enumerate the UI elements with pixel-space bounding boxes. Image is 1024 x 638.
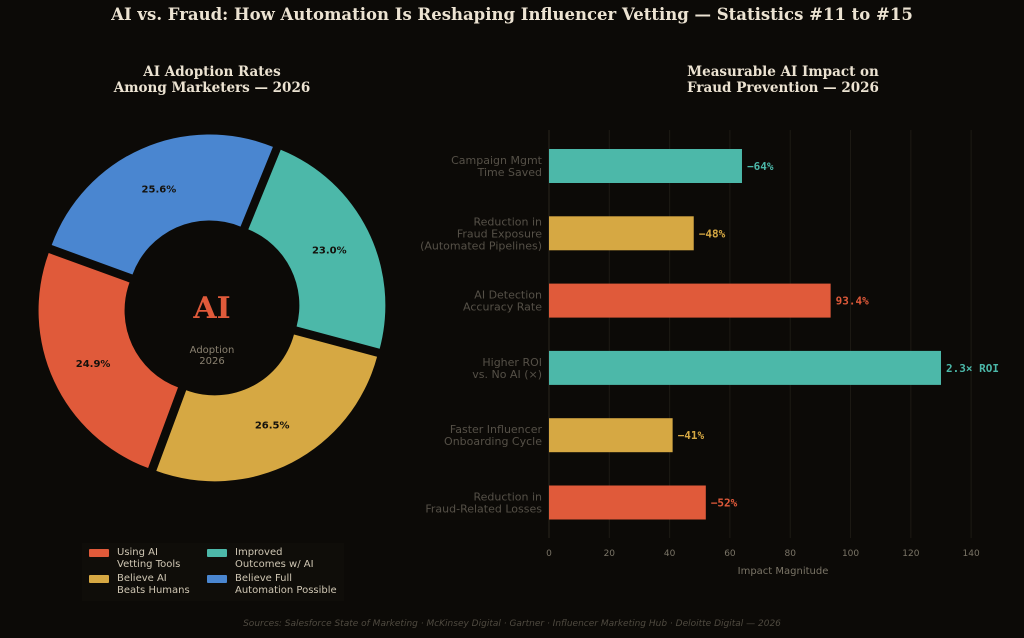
- bar-category-label-5: Fraud-Related Losses: [425, 503, 542, 516]
- bar-category-label-0: Campaign Mgmt: [451, 154, 543, 167]
- bar-0: [549, 149, 742, 183]
- bar-category-label-3: vs. No AI (×): [472, 368, 542, 381]
- legend-item-improved: Improved Outcomes w/ AI: [207, 547, 314, 571]
- donut-chart-title: AI Adoption Rates Among Marketers — 2026: [62, 64, 362, 96]
- legend-label-line: Believe AI: [117, 573, 167, 584]
- bar-3: [549, 350, 941, 385]
- legend-label-line: Believe Full: [235, 573, 293, 584]
- bar-category-label-0: Time Saved: [477, 166, 542, 179]
- main-title: AI vs. Fraud: How Automation Is Reshapin…: [111, 5, 913, 24]
- bar-value-label-5: −52%: [711, 497, 738, 510]
- legend-label-line: Outcomes w/ AI: [235, 559, 314, 570]
- legend-swatch: [89, 575, 109, 583]
- bar-1: [549, 216, 694, 251]
- x-tick-label-2: 40: [664, 549, 676, 559]
- legend-swatch: [89, 549, 109, 557]
- legend-label-line: Beats Humans: [117, 585, 190, 596]
- bar-chart-title: Measurable AI Impact on Fraud Prevention…: [633, 64, 933, 96]
- x-tick-label-0: 0: [546, 549, 552, 559]
- bar-value-label-1: −48%: [699, 227, 726, 240]
- donut-slice-label-2: 23.0%: [312, 246, 347, 257]
- x-tick-label-6: 120: [902, 549, 919, 559]
- legend-swatch: [207, 549, 227, 557]
- donut-slice-label-0: 24.9%: [76, 359, 111, 370]
- bar-2: [549, 283, 831, 318]
- impact-bar-chart: 0 20 40 60 80 100 120 140 Impact Magnitude −64% Ca…: [420, 130, 999, 577]
- donut-slice-label-1: 26.5%: [255, 420, 290, 431]
- legend-label-line: Vetting Tools: [117, 559, 181, 570]
- bar-category-label-1: Reduction in: [473, 215, 542, 228]
- donut-slice-3: [51, 134, 273, 275]
- bar-value-label-3: 2.3× ROI: [946, 362, 999, 375]
- legend-item-using-ai: Using AI Vetting Tools: [89, 547, 180, 571]
- legend-item-believe-ai: Believe AI Beats Humans: [89, 573, 190, 597]
- bar-category-label-4: Faster Influencer: [450, 423, 543, 436]
- donut-title-line-2: Among Marketers — 2026: [113, 80, 311, 96]
- bar-category-label-2: AI Detection: [474, 289, 542, 302]
- bar-category-label-1: (Automated Pipelines): [420, 239, 542, 252]
- bar-value-label-4: −41%: [678, 429, 705, 442]
- bar-category-label-5: Reduction in: [473, 491, 542, 504]
- legend-label-line: Using AI: [117, 547, 158, 558]
- legend-item-full-automation: Believe Full Automation Possible: [207, 573, 337, 597]
- x-tick-label-1: 20: [604, 549, 616, 559]
- legend-swatch: [207, 575, 227, 583]
- donut-center-label: AI: [192, 291, 230, 326]
- bar-category-label-2: Accuracy Rate: [463, 301, 542, 314]
- donut-slice-1: [156, 334, 378, 482]
- donut-center-sublabel: Adoption: [190, 345, 235, 356]
- x-tick-label-7: 140: [963, 549, 980, 559]
- donut-slice-label-3: 25.6%: [142, 184, 177, 195]
- bar-category-label-3: Higher ROI: [482, 356, 542, 369]
- donut-legend: Using AI Vetting Tools Believe AI Beats …: [82, 543, 344, 601]
- x-tick-label-5: 100: [842, 549, 859, 559]
- legend-label-line: Improved: [235, 547, 283, 558]
- bar-category-label-1: Fraud Exposure: [457, 227, 542, 240]
- bar-category-label-4: Onboarding Cycle: [444, 435, 542, 448]
- donut-center-sublabel: 2026: [199, 356, 224, 367]
- x-tick-label-4: 80: [785, 549, 797, 559]
- bar-value-label-0: −64%: [747, 160, 774, 173]
- bar-title-line-1: Measurable AI Impact on: [687, 64, 879, 80]
- bar-value-label-2: 93.4%: [836, 295, 869, 308]
- source-note: Sources: Salesforce State of Marketing ·…: [243, 619, 781, 629]
- x-tick-label-3: 60: [724, 549, 736, 559]
- bar-title-line-2: Fraud Prevention — 2026: [687, 80, 879, 96]
- x-axis-label: Impact Magnitude: [738, 566, 829, 577]
- bar-5: [549, 485, 706, 520]
- donut-title-line-1: AI Adoption Rates: [143, 64, 281, 80]
- bar-4: [549, 418, 673, 453]
- donut-slice-2: [248, 149, 386, 349]
- donut-slice-0: [38, 253, 179, 469]
- legend-label-line: Automation Possible: [235, 585, 337, 596]
